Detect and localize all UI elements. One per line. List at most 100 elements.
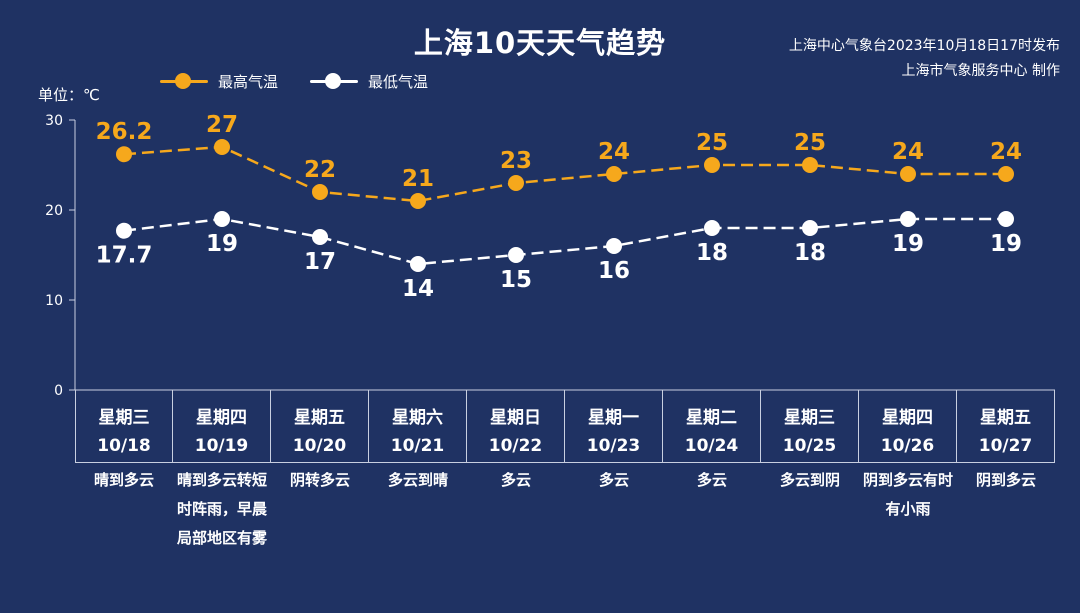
day-header-row: 星期三 10/18 星期四 10/19 星期五 10/20 星期六 10/21 星期日 10/22… — [75, 390, 1055, 463]
date-label: 10/25 — [782, 436, 837, 456]
weather-condition: 阴到多云有时有小雨 — [863, 471, 954, 518]
weather-condition: 晴到多云 — [93, 471, 154, 489]
date-label: 10/18 — [97, 436, 151, 456]
y-tick-label: 0 — [54, 383, 63, 399]
weather-condition: 多云到阴 — [779, 471, 840, 489]
date-label: 10/19 — [194, 436, 249, 456]
weather-condition: 多云 — [500, 471, 531, 489]
low-temp-label: 18 — [696, 240, 728, 266]
legend-label-high: 最高气温 — [218, 72, 279, 91]
weekday-label: 星期一 — [588, 408, 639, 428]
publisher-line-2: 上海市气象服务中心 制作 — [901, 63, 1060, 79]
high-temp-point[interactable] — [802, 157, 818, 173]
high-temp-point[interactable] — [900, 166, 916, 182]
date-label: 10/23 — [586, 436, 641, 456]
legend-item-high[interactable]: 最高气温 — [160, 70, 278, 92]
unit-label: 单位：℃ — [38, 86, 100, 104]
high-temp-label: 25 — [794, 130, 826, 156]
low-temp-label: 19 — [892, 231, 924, 257]
weather-condition: 多云 — [696, 471, 727, 489]
low-temp-point[interactable] — [606, 238, 622, 254]
weather-condition: 多云 — [598, 471, 629, 489]
high-temp-point[interactable] — [508, 175, 524, 191]
weekday-label: 星期日 — [490, 408, 541, 428]
publisher-line-1: 上海中心气象台2023年10月18日17时发布 — [788, 38, 1060, 54]
date-label: 10/22 — [488, 436, 543, 456]
low-temp-point[interactable] — [508, 247, 524, 263]
weather-condition: 多云到晴 — [387, 471, 448, 489]
day-column-10-20: 星期五 10/20 — [271, 390, 369, 462]
weekday-label: 星期三 — [98, 408, 150, 428]
low-temp-point[interactable] — [410, 256, 426, 272]
date-label: 10/21 — [390, 436, 445, 456]
weekday-label: 星期三 — [784, 408, 835, 428]
day-column-10-21: 星期六 10/21 — [369, 390, 467, 462]
legend-swatch-low — [310, 70, 358, 92]
weather-condition: 阴转多云 — [289, 471, 350, 489]
date-label: 10/20 — [292, 436, 347, 456]
day-column-10-22: 星期日 10/22 — [467, 390, 565, 462]
y-tick-label: 20 — [45, 203, 63, 219]
high-temp-point[interactable] — [214, 139, 230, 155]
low-temp-label: 19 — [990, 231, 1022, 257]
weather-condition: 阴到多云 — [975, 471, 1036, 489]
day-column-10-24: 星期二 10/24 — [663, 390, 761, 462]
low-temp-label: 18 — [794, 240, 826, 266]
day-column-10-19: 星期四 10/19 — [173, 390, 271, 462]
low-temp-label: 17 — [304, 249, 336, 275]
high-temp-label: 23 — [500, 148, 532, 174]
high-temp-point[interactable] — [116, 146, 132, 163]
day-column-10-23: 星期一 10/23 — [565, 390, 663, 462]
high-temp-point[interactable] — [606, 166, 622, 182]
day-column-10-25: 星期三 10/25 — [761, 390, 859, 462]
date-label: 10/26 — [880, 436, 935, 456]
legend-swatch-high — [160, 70, 208, 92]
date-label: 10/27 — [978, 436, 1033, 456]
weekday-label: 星期四 — [196, 408, 247, 428]
day-column-10-26: 星期四 10/26 — [859, 390, 957, 462]
high-temp-label: 24 — [990, 139, 1022, 165]
weather-condition: 晴到多云转短时阵雨，早晨局部地区有雾 — [177, 471, 268, 547]
low-temp-point[interactable] — [998, 211, 1014, 227]
y-tick-label: 30 — [45, 113, 63, 129]
weekday-label: 星期二 — [686, 408, 737, 428]
weekday-label: 星期六 — [392, 408, 443, 428]
low-temp-line — [123, 217, 1006, 266]
high-temp-label: 27 — [206, 112, 238, 138]
low-temp-point[interactable] — [900, 211, 916, 227]
legend-label-low: 最低气温 — [368, 72, 429, 91]
low-temp-point[interactable] — [802, 220, 818, 236]
day-column-10-27: 星期五 10/27 — [957, 390, 1055, 462]
weekday-label: 星期五 — [294, 408, 345, 428]
page-title: 上海10天天气趋势 — [413, 26, 667, 60]
high-temp-point[interactable] — [312, 184, 328, 200]
condition-row: 晴到多云 晴到多云转短时阵雨，早晨局部地区有雾 阴转多云 多云到晴 多云 多云 多云 多云到阴… — [75, 462, 1055, 553]
weekday-label: 星期四 — [882, 408, 933, 428]
low-temp-label: 16 — [598, 258, 630, 284]
low-temp-point[interactable] — [704, 220, 720, 236]
low-temp-label: 17.7 — [96, 243, 153, 269]
publisher-info: 上海中心气象台2023年10月18日17时发布 上海市气象服务中心 制作 — [789, 34, 1060, 84]
high-temp-label: 26.2 — [96, 119, 153, 145]
low-temp-point[interactable] — [312, 229, 328, 245]
weekday-label: 星期五 — [980, 408, 1031, 428]
high-temp-label: 21 — [402, 166, 434, 192]
high-temp-label: 22 — [304, 157, 336, 183]
low-temp-label: 14 — [402, 276, 434, 302]
high-temp-label: 24 — [598, 139, 630, 165]
high-temp-line — [123, 145, 1006, 203]
low-temp-point[interactable] — [214, 211, 230, 227]
high-temp-point[interactable] — [998, 166, 1014, 182]
low-temp-label: 19 — [206, 231, 238, 257]
high-temp-point[interactable] — [410, 193, 426, 209]
legend-item-low[interactable]: 最低气温 — [310, 70, 428, 92]
y-tick-label: 10 — [45, 293, 63, 309]
high-temp-label: 24 — [892, 139, 924, 165]
date-label: 10/24 — [684, 436, 739, 456]
high-temp-label: 25 — [696, 130, 728, 156]
low-temp-label: 15 — [500, 267, 532, 293]
day-column-10-18: 星期三 10/18 — [75, 390, 173, 462]
low-temp-point[interactable] — [116, 222, 132, 239]
high-temp-point[interactable] — [704, 157, 720, 173]
